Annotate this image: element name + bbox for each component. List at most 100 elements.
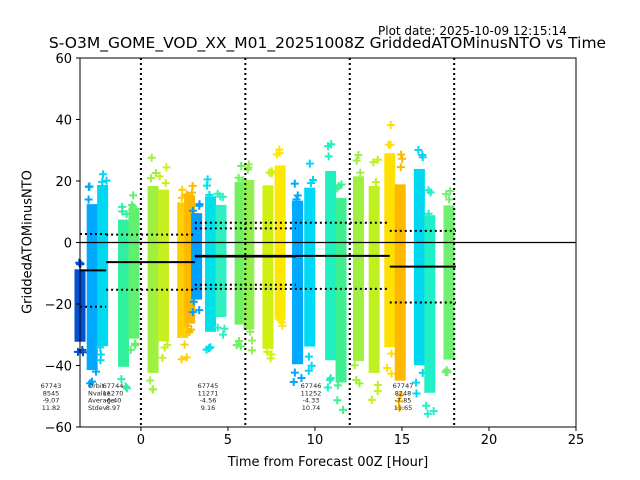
outlier-point <box>395 403 404 412</box>
annotation-value: 67744 <box>103 382 124 390</box>
outlier-point <box>289 377 298 386</box>
outlier-point <box>158 353 167 362</box>
outlier-point <box>248 346 257 355</box>
point-cluster-25 <box>424 215 436 393</box>
point-cluster-2 <box>97 184 109 347</box>
outlier-point <box>178 185 187 194</box>
outlier-point <box>338 405 347 414</box>
outlier-point <box>333 396 342 405</box>
outlier-point <box>386 140 395 149</box>
outlier-point <box>398 154 407 163</box>
outlier-point <box>236 342 245 351</box>
outlier-point <box>213 323 222 332</box>
outlier-point <box>131 341 140 350</box>
outlier-point <box>266 354 275 363</box>
annotation-value: -4.56 <box>200 397 217 405</box>
outlier-point <box>267 167 276 176</box>
outlier-point <box>323 383 332 392</box>
outlier-point <box>396 163 405 172</box>
outlier-point <box>187 325 196 334</box>
outlier-point <box>442 190 451 199</box>
outlier-point <box>396 391 405 400</box>
outlier-point <box>292 195 301 204</box>
outlier-point <box>324 152 333 161</box>
outlier-point <box>129 202 138 211</box>
outlier-point <box>412 389 421 398</box>
outlier-point <box>441 367 450 376</box>
outlier-point <box>297 374 306 383</box>
point-cluster-10 <box>205 196 217 332</box>
outlier-point <box>182 353 191 362</box>
point-cluster-22 <box>384 153 396 348</box>
outlier-point <box>187 188 196 197</box>
outlier-point <box>234 173 243 182</box>
outlier-point <box>117 375 126 384</box>
point-cluster-13 <box>243 180 255 330</box>
annotation-value: 11270 <box>103 389 124 397</box>
outlier-point <box>96 356 105 365</box>
outlier-point <box>307 361 316 370</box>
y-tick-label: −60 <box>45 421 72 436</box>
outlier-point <box>290 179 299 188</box>
outlier-point <box>445 195 454 204</box>
x-tick-label: 0 <box>137 433 145 448</box>
outlier-point <box>234 337 243 346</box>
outlier-point <box>75 258 84 267</box>
point-cluster-5 <box>147 185 159 373</box>
outlier-point <box>422 401 431 410</box>
annotation-value: -6.40 <box>105 397 122 405</box>
outlier-point <box>277 318 286 327</box>
annotation-value: 9.16 <box>201 404 215 412</box>
outlier-point <box>148 385 157 394</box>
annotation-value: 11252 <box>301 389 322 397</box>
outlier-point <box>424 209 433 218</box>
outlier-point <box>356 168 365 177</box>
point-cluster-4 <box>128 207 140 339</box>
outlier-point <box>162 163 171 172</box>
outlier-point <box>118 207 127 216</box>
outlier-point <box>147 153 156 162</box>
outlier-point <box>275 149 284 158</box>
point-cluster-7 <box>177 202 189 338</box>
outlier-point <box>304 352 313 361</box>
annotation-value: 8248 <box>395 389 412 397</box>
point-cluster-11 <box>215 204 227 318</box>
outlier-point <box>188 181 197 190</box>
y-tick-label: 40 <box>55 114 72 129</box>
plot-date: Plot date: 2025-10-09 12:15:14 <box>378 24 567 38</box>
annotation-value: 10.74 <box>302 404 321 412</box>
annotation-value: 67746 <box>301 382 322 390</box>
outlier-point <box>352 156 361 165</box>
point-cluster-3 <box>118 219 130 367</box>
outlier-point <box>333 381 342 390</box>
outlier-point <box>290 368 299 377</box>
point-cluster-8 <box>184 195 196 324</box>
outlier-point <box>146 174 155 183</box>
point-cluster-26 <box>443 205 455 360</box>
outlier-point <box>426 188 435 197</box>
stats-row-label: Average <box>88 397 115 405</box>
outlier-point <box>371 177 380 186</box>
outlier-point <box>122 384 131 393</box>
outlier-point <box>369 158 378 167</box>
outlier-point <box>220 324 229 333</box>
outlier-point <box>308 175 317 184</box>
outlier-point <box>203 175 212 184</box>
point-cluster-14 <box>262 185 274 349</box>
outlier-point <box>218 192 227 201</box>
y-tick-label: −40 <box>45 360 72 375</box>
outlier-point <box>367 395 376 404</box>
outlier-point <box>412 378 421 387</box>
stats-row-label: Orbit <box>88 382 105 390</box>
outlier-point <box>195 201 204 210</box>
y-tick-label: 20 <box>55 175 72 190</box>
outlier-point <box>99 170 108 179</box>
outlier-point <box>383 363 392 372</box>
outlier-point <box>188 308 197 317</box>
outlier-point <box>386 121 395 130</box>
annotation-value: -4.33 <box>303 397 320 405</box>
outlier-point <box>429 407 438 416</box>
outlier-point <box>180 340 189 349</box>
outlier-point <box>146 376 155 385</box>
x-tick-label: 20 <box>481 433 498 448</box>
